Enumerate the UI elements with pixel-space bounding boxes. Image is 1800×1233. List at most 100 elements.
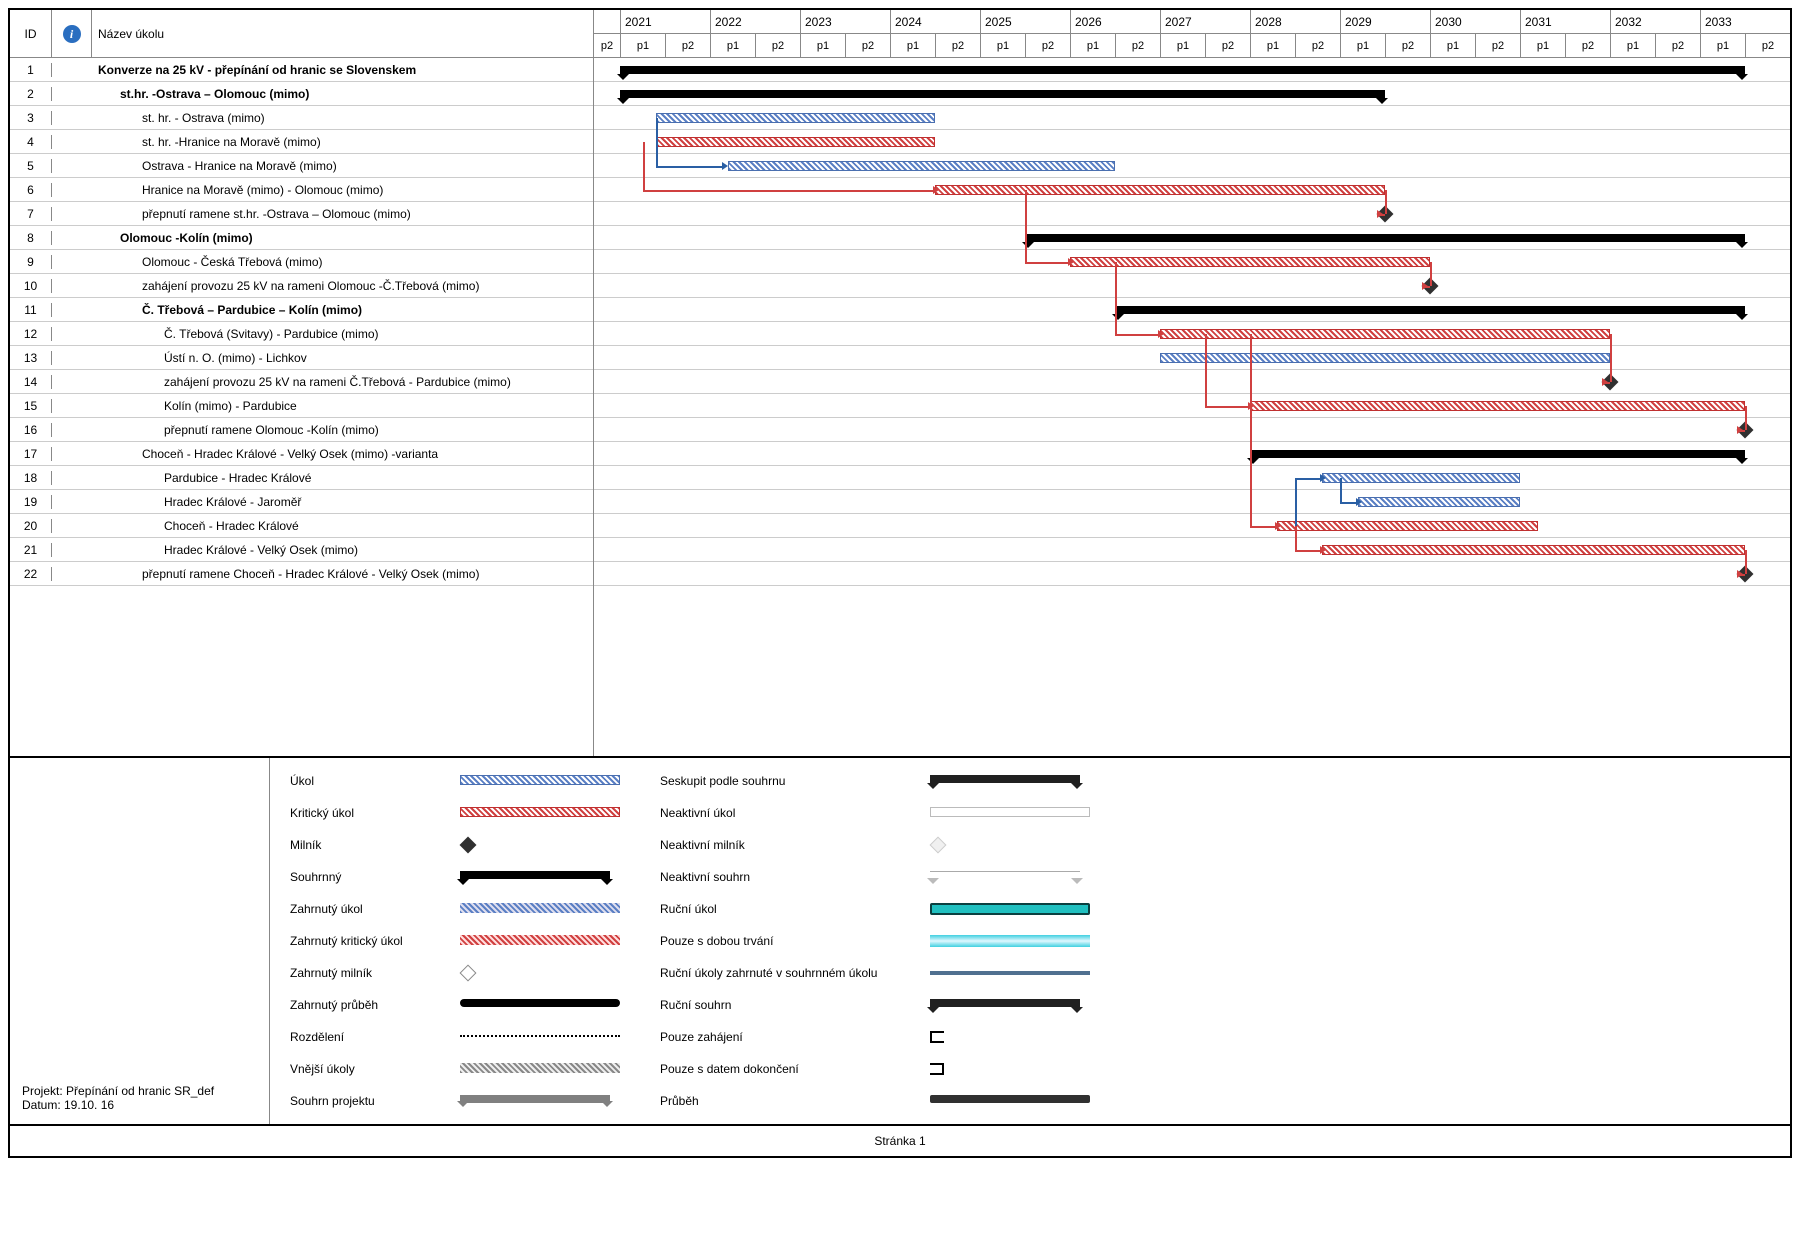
task-row[interactable]: 19Hradec Králové - Jaroměř xyxy=(10,490,593,514)
task-row[interactable]: 22přepnutí ramene Choceň - Hradec Králov… xyxy=(10,562,593,586)
task-row[interactable]: 20Choceň - Hradec Králové xyxy=(10,514,593,538)
header-id[interactable]: ID xyxy=(10,10,52,57)
gantt-row[interactable] xyxy=(594,82,1790,106)
gantt-row[interactable] xyxy=(594,298,1790,322)
task-row[interactable]: 14 zahájení provozu 25 kV na rameni Č.Tře… xyxy=(10,370,593,394)
legend-label: Zahrnutý kritický úkol xyxy=(290,934,460,948)
task-name: zahájení provozu 25 kV na rameni Č.Třebo… xyxy=(92,375,593,389)
half-header: p1 xyxy=(980,34,1025,57)
gantt-row[interactable] xyxy=(594,202,1790,226)
task-row[interactable]: 11Č. Třebová – Pardubice – Kolín (mimo) xyxy=(10,298,593,322)
legend-label: Milník xyxy=(290,838,460,852)
gantt-row[interactable] xyxy=(594,154,1790,178)
task-id: 19 xyxy=(10,495,52,509)
summary-bar[interactable] xyxy=(1250,450,1745,458)
summary-bar[interactable] xyxy=(1025,234,1745,242)
task-row[interactable]: 15Kolín (mimo) - Pardubice xyxy=(10,394,593,418)
summary-bar[interactable] xyxy=(620,90,1385,98)
gantt-row[interactable] xyxy=(594,130,1790,154)
task-row[interactable]: 18 Pardubice - Hradec Králové xyxy=(10,466,593,490)
task-row[interactable]: 10zahájení provozu 25 kV na rameni Olomo… xyxy=(10,274,593,298)
legend-item: Kritický úkol xyxy=(290,802,620,824)
task-bar[interactable] xyxy=(728,161,1115,171)
gantt-row[interactable] xyxy=(594,106,1790,130)
legend-swatch xyxy=(930,903,1090,915)
task-bar[interactable] xyxy=(1322,473,1520,483)
critical-bar[interactable] xyxy=(656,137,935,147)
gantt-row[interactable] xyxy=(594,226,1790,250)
legend-swatch xyxy=(460,1063,620,1073)
task-name: Pardubice - Hradec Králové xyxy=(92,471,593,485)
task-id: 8 xyxy=(10,231,52,245)
legend-item: Neaktivní milník xyxy=(660,834,1090,856)
task-bar[interactable] xyxy=(1160,353,1610,363)
task-row[interactable]: 6Hranice na Moravě (mimo) - Olomouc (mim… xyxy=(10,178,593,202)
legend-swatch xyxy=(930,807,1090,817)
task-id: 17 xyxy=(10,447,52,461)
task-row[interactable]: 13Ústí n. O. (mimo) - Lichkov xyxy=(10,346,593,370)
task-row[interactable]: 21Hradec Králové - Velký Osek (mimo) xyxy=(10,538,593,562)
task-id: 21 xyxy=(10,543,52,557)
year-header: 2022 xyxy=(710,10,800,33)
half-header: p2 xyxy=(935,34,980,57)
critical-bar[interactable] xyxy=(1322,545,1745,555)
task-row[interactable]: 2st.hr. -Ostrava – Olomouc (mimo) xyxy=(10,82,593,106)
task-id: 18 xyxy=(10,471,52,485)
legend-item: Pouze zahájení xyxy=(660,1026,1090,1048)
gantt-row[interactable] xyxy=(594,562,1790,586)
critical-bar[interactable] xyxy=(935,185,1385,195)
task-row[interactable]: 1Konverze na 25 kV - přepínání od hranic… xyxy=(10,58,593,82)
task-row[interactable]: 8Olomouc -Kolín (mimo) xyxy=(10,226,593,250)
gantt-row[interactable] xyxy=(594,490,1790,514)
year-header: 2031 xyxy=(1520,10,1610,33)
task-bar[interactable] xyxy=(1358,497,1520,507)
summary-bar[interactable] xyxy=(620,66,1745,74)
task-id: 12 xyxy=(10,327,52,341)
task-table: ID i Název úkolu 1Konverze na 25 kV - př… xyxy=(10,10,594,756)
summary-bar[interactable] xyxy=(1115,306,1745,314)
task-name: Konverze na 25 kV - přepínání od hranic … xyxy=(92,63,593,77)
half-header: p1 xyxy=(1340,34,1385,57)
gantt-row[interactable] xyxy=(594,538,1790,562)
task-id: 6 xyxy=(10,183,52,197)
task-row[interactable]: 16přepnutí ramene Olomouc -Kolín (mimo) xyxy=(10,418,593,442)
task-name: Č. Třebová – Pardubice – Kolín (mimo) xyxy=(92,303,593,317)
legend-label: Ruční úkoly zahrnuté v souhrnném úkolu xyxy=(660,966,930,980)
task-row[interactable]: 4st. hr. -Hranice na Moravě (mimo) xyxy=(10,130,593,154)
legend-item: Neaktivní úkol xyxy=(660,802,1090,824)
legend-label: Zahrnutý úkol xyxy=(290,902,460,916)
task-row[interactable]: 7přepnutí ramene st.hr. -Ostrava – Olomo… xyxy=(10,202,593,226)
task-id: 14 xyxy=(10,375,52,389)
half-header: p1 xyxy=(1160,34,1205,57)
task-row[interactable]: 3st. hr. - Ostrava (mimo) xyxy=(10,106,593,130)
legend-swatch xyxy=(930,871,1080,879)
task-name: Choceň - Hradec Králové xyxy=(92,519,593,533)
task-bar[interactable] xyxy=(656,113,935,123)
legend-swatch xyxy=(930,1063,944,1075)
legend-item: Ruční souhrn xyxy=(660,994,1090,1016)
task-row[interactable]: 5Ostrava - Hranice na Moravě (mimo) xyxy=(10,154,593,178)
gantt-row[interactable] xyxy=(594,514,1790,538)
critical-bar[interactable] xyxy=(1160,329,1610,339)
task-id: 16 xyxy=(10,423,52,437)
header-info[interactable]: i xyxy=(52,10,92,57)
task-row[interactable]: 9Olomouc - Česká Třebová (mimo) xyxy=(10,250,593,274)
task-id: 5 xyxy=(10,159,52,173)
critical-bar[interactable] xyxy=(1277,521,1538,531)
gantt-row[interactable] xyxy=(594,442,1790,466)
gantt-row[interactable] xyxy=(594,58,1790,82)
header-name[interactable]: Název úkolu xyxy=(92,10,593,57)
task-row[interactable]: 12Č. Třebová (Svitavy) - Pardubice (mimo… xyxy=(10,322,593,346)
critical-bar[interactable] xyxy=(1070,257,1430,267)
gantt-row[interactable] xyxy=(594,466,1790,490)
half-header: p1 xyxy=(800,34,845,57)
gantt-row[interactable] xyxy=(594,250,1790,274)
legend-item: Zahrnutý úkol xyxy=(290,898,620,920)
gantt-row[interactable] xyxy=(594,274,1790,298)
gantt-row[interactable] xyxy=(594,418,1790,442)
legend-swatch xyxy=(460,935,620,945)
gantt-chart[interactable]: 2021202220232024202520262027202820292030… xyxy=(594,10,1790,756)
gantt-row[interactable] xyxy=(594,394,1790,418)
critical-bar[interactable] xyxy=(1250,401,1745,411)
task-row[interactable]: 17Choceň - Hradec Králové - Velký Osek (… xyxy=(10,442,593,466)
